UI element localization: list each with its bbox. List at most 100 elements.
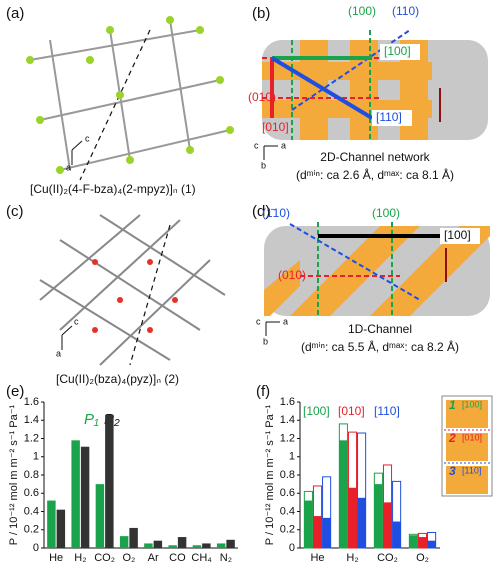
y-tick-label: 1 [33, 451, 39, 463]
y-tick-label: 1.2 [280, 432, 295, 444]
x-tick-label: O₂ [122, 552, 135, 564]
axis-label: b [261, 160, 266, 170]
axis-label: c [256, 316, 261, 326]
plane-label: (100) [372, 206, 400, 220]
inset-label: 3 [449, 464, 456, 478]
x-tick-label: H₂ [74, 552, 86, 564]
y-tick-label: 0.8 [24, 469, 39, 481]
x-tick-label: CO₂ [377, 552, 398, 564]
bar [348, 488, 356, 548]
plane-label: [110] [376, 110, 402, 124]
plane-label: (110) [392, 4, 419, 18]
panel-label: (a) [6, 5, 24, 22]
y-axis-label: P / 10⁻¹² mol m m⁻² s⁻¹ Pa⁻¹ [8, 404, 20, 545]
x-tick-label: H₂ [346, 552, 358, 564]
bar [304, 501, 312, 548]
x-tick-label: CH₄ [191, 552, 212, 564]
bar [393, 522, 401, 548]
bar [383, 502, 391, 548]
y-tick-label: 1.4 [24, 414, 39, 426]
bar [374, 484, 382, 548]
y-tick-label: 1.4 [280, 414, 295, 426]
y-tick-label: 0.6 [280, 487, 295, 499]
axis-label: b [263, 336, 268, 346]
bar [428, 541, 436, 548]
axes-c [62, 326, 72, 350]
y-tick-label: 0.4 [24, 505, 39, 517]
y-tick-label: 1.2 [24, 432, 39, 444]
y-tick-label: 1.6 [24, 396, 39, 408]
y-tick-label: 0.6 [24, 487, 39, 499]
bar [129, 528, 137, 548]
axis-label: a [281, 140, 286, 150]
bar [144, 543, 152, 548]
series-label: [110] [374, 404, 400, 418]
bar [409, 535, 417, 548]
x-tick-label: N₂ [220, 552, 232, 564]
series-label: [100] [303, 404, 330, 418]
y-tick-label: 1 [289, 451, 295, 463]
plane-label: (1̄10) [262, 206, 290, 220]
panel-label: (c) [6, 203, 24, 220]
y-tick-label: 0 [33, 542, 39, 554]
figure: (a) a c [Cu(II)₂(4-F-bza)₄(2-mpyz)]ₙ (1)… [0, 0, 496, 564]
inset-label: [100] [462, 399, 482, 409]
plane-label: (010) [248, 90, 276, 104]
bar [339, 440, 347, 548]
axes-a [72, 141, 82, 165]
panel-subtitle: (dᵐⁱⁿ: ca 2.6 Å, dᵐᵃˣ: ca 8.1 Å) [296, 167, 454, 182]
atoms-a [26, 16, 234, 174]
inset-label: 2 [448, 431, 456, 445]
bar [81, 447, 89, 548]
series-label: P₁ [84, 411, 99, 428]
panel-label: (b) [252, 5, 270, 22]
bar [418, 537, 426, 548]
bar [313, 516, 321, 548]
y-tick-label: 0.4 [280, 505, 295, 517]
structure-c [40, 215, 225, 365]
plane-label: (010) [278, 268, 306, 282]
caption: [Cu(II)₂(4-F-bza)₄(2-mpyz)]ₙ (1) [30, 182, 196, 196]
atoms-c [92, 259, 178, 333]
series-label: [010] [338, 404, 365, 418]
bar [193, 545, 201, 548]
inset-label: 1 [449, 398, 456, 412]
panel-label: (e) [6, 383, 24, 400]
y-tick-label: 0.2 [24, 524, 39, 536]
bar [202, 543, 210, 548]
bar [358, 498, 366, 548]
bar [226, 540, 234, 548]
axis-label: a [56, 348, 61, 358]
inset-label: [010] [462, 432, 482, 442]
axis-label: c [254, 140, 259, 150]
bar [178, 537, 186, 548]
x-tick-label: Ar [148, 552, 159, 564]
panel-subtitle: (dᵐⁱⁿ: ca 5.5 Å, dᵐᵃˣ: ca 8.2 Å) [301, 339, 459, 354]
axis-label: a [283, 316, 288, 326]
bar [96, 484, 104, 548]
axis-label: a [66, 162, 71, 172]
bar [57, 510, 65, 548]
bar [105, 415, 113, 548]
x-tick-label: He [49, 552, 63, 564]
y-tick-label: 0.2 [280, 524, 295, 536]
bar [120, 536, 128, 548]
y-tick-label: 0 [289, 542, 295, 554]
axis-label: c [74, 316, 79, 326]
plane-label: [100] [384, 44, 411, 58]
y-tick-label: 1.6 [280, 396, 295, 408]
bar [154, 541, 162, 548]
inset-label: [110] [462, 465, 481, 475]
panel-label: (f) [256, 383, 270, 400]
plane-label: [010] [262, 120, 289, 134]
x-tick-label: CO₂ [94, 552, 115, 564]
bar [168, 545, 176, 548]
x-tick-label: He [310, 552, 324, 564]
bar [323, 518, 331, 548]
axes-b [264, 146, 278, 160]
y-axis-label: P / 10⁻¹² mol m m⁻² s⁻¹ Pa⁻¹ [264, 404, 276, 545]
x-tick-label: CO [169, 552, 186, 564]
plane-label: [100] [444, 228, 471, 242]
y-tick-label: 0.8 [280, 469, 295, 481]
caption: [Cu(II)₂(bza)₄(pyz)]ₙ (2) [56, 372, 179, 386]
